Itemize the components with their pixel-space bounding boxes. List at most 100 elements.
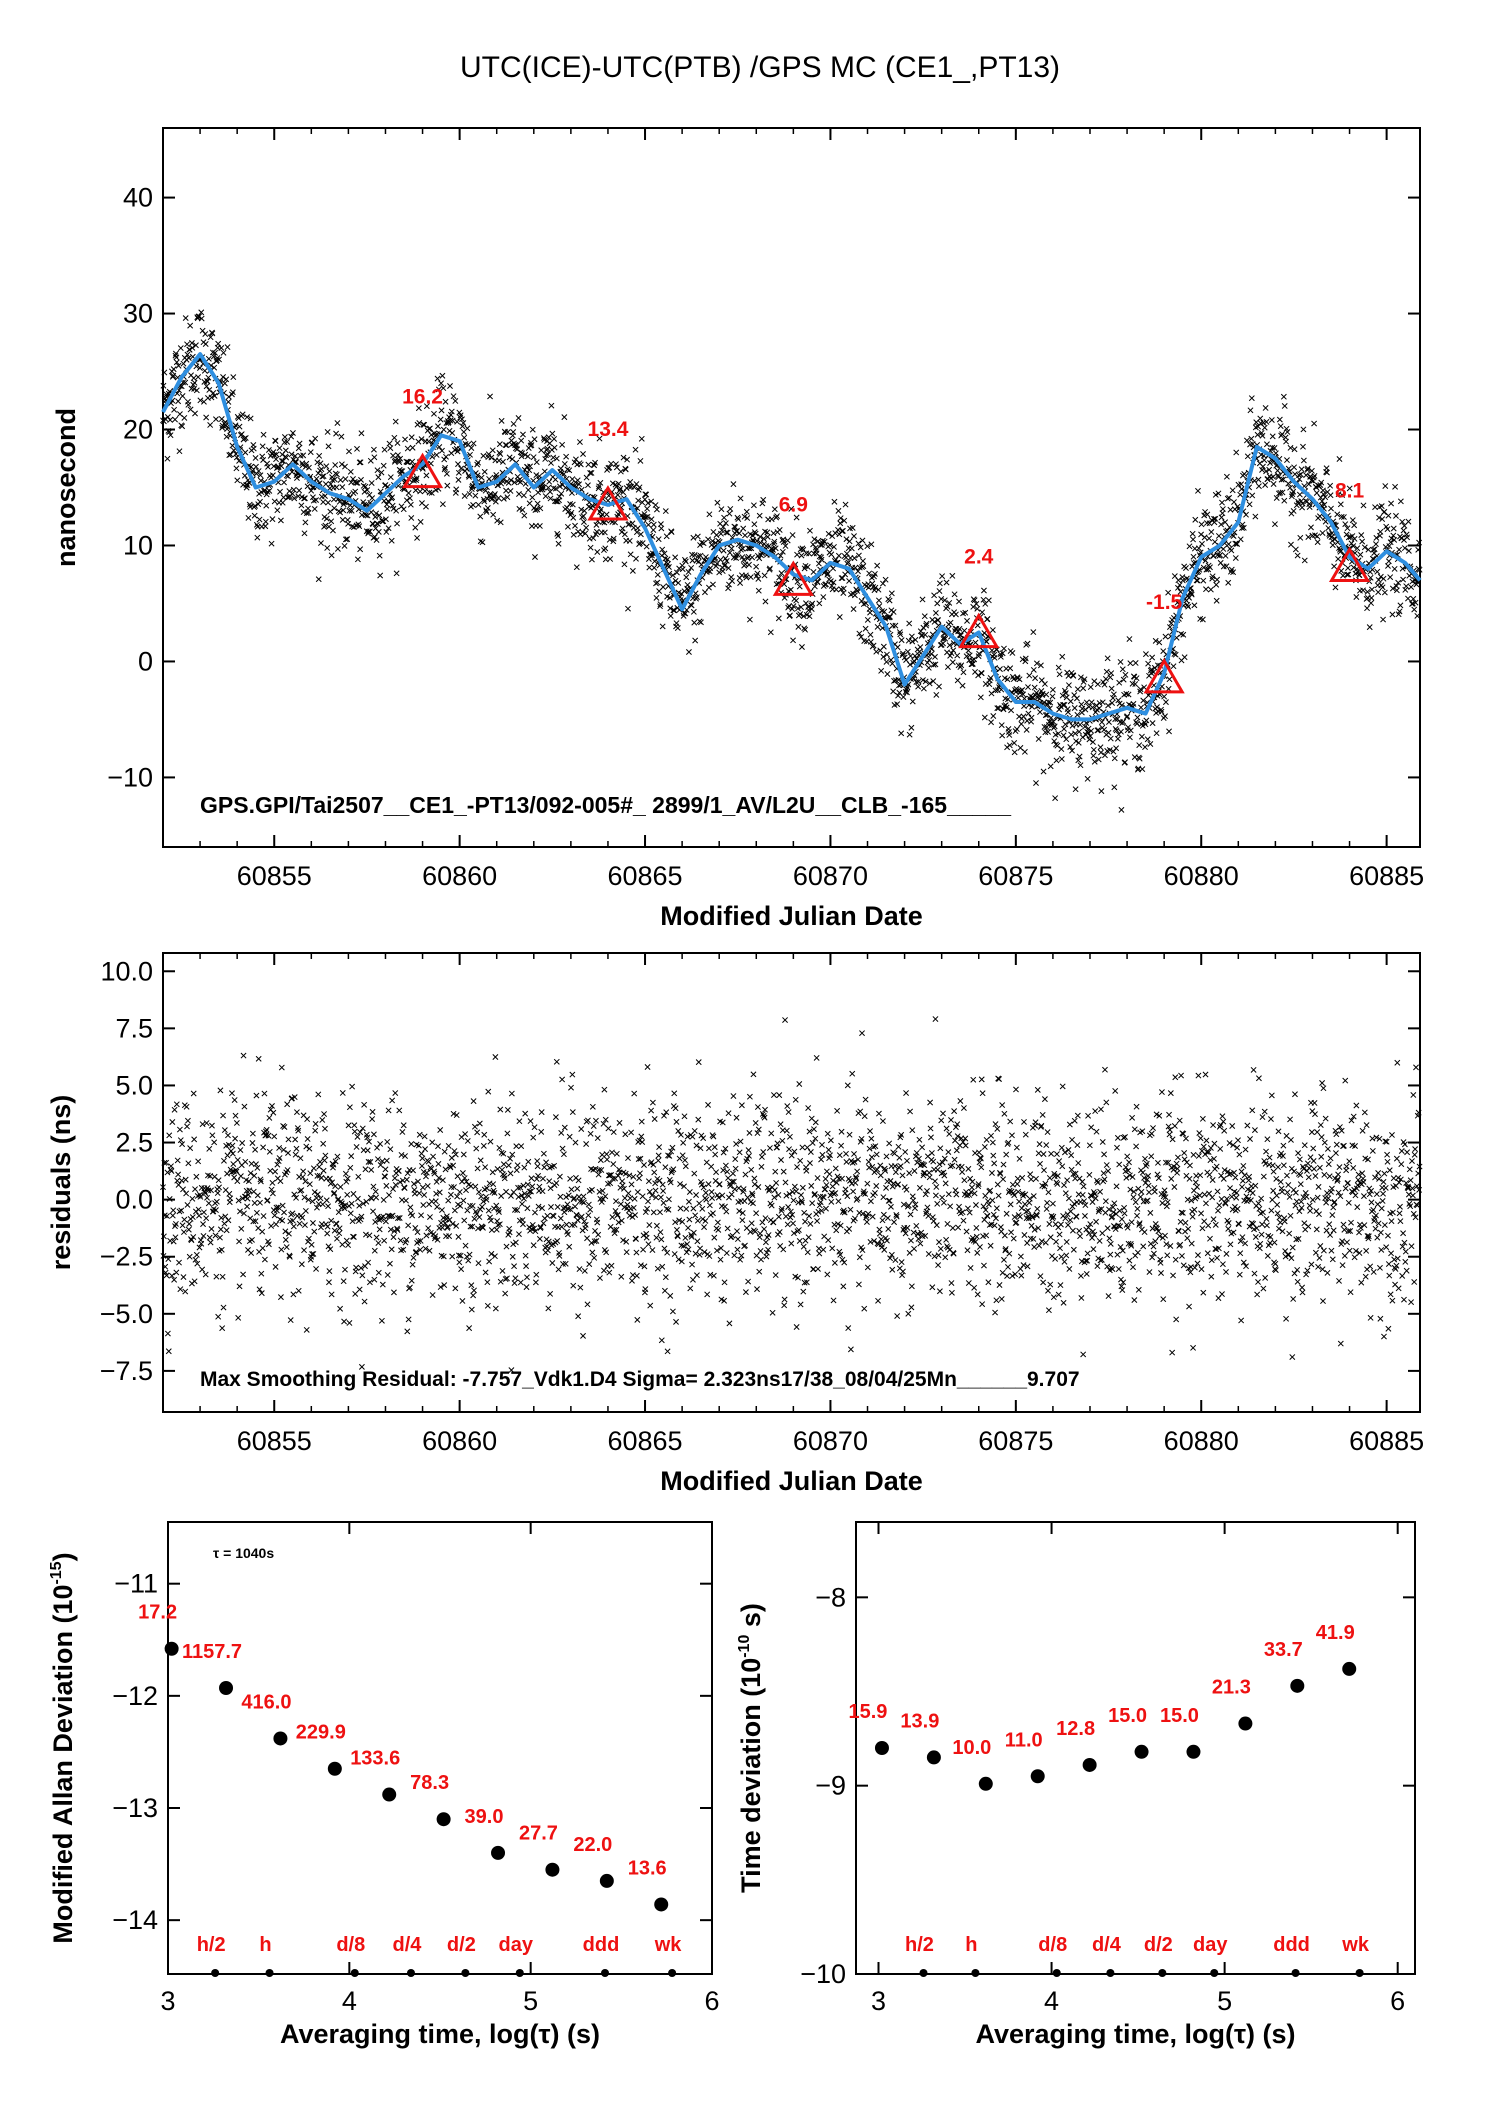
residual-point xyxy=(989,1139,996,1146)
residual-point xyxy=(419,1184,426,1191)
data-point xyxy=(1401,545,1408,552)
data-point xyxy=(205,374,212,381)
residual-point xyxy=(191,1278,198,1285)
data-point xyxy=(724,529,731,536)
residual-point xyxy=(906,1170,913,1177)
residual-point xyxy=(532,1209,538,1216)
residual-point xyxy=(432,1198,439,1205)
data-point xyxy=(1162,633,1169,640)
data-point xyxy=(754,538,760,544)
data-point xyxy=(276,445,283,452)
data-point xyxy=(682,558,689,565)
data-point xyxy=(375,474,382,481)
data-point xyxy=(787,586,794,593)
data-point xyxy=(1327,492,1334,499)
data-point xyxy=(988,690,995,697)
data-point xyxy=(1357,551,1364,558)
data-point xyxy=(515,415,522,421)
residual-point xyxy=(863,1214,869,1221)
residual-point xyxy=(324,1230,331,1237)
residual-point xyxy=(504,1106,511,1113)
data-point xyxy=(1305,481,1312,488)
residual-point xyxy=(222,1213,229,1220)
data-point xyxy=(293,475,300,481)
residual-point xyxy=(495,1221,502,1228)
data-point xyxy=(435,423,441,430)
residual-point xyxy=(468,1306,475,1313)
data-point xyxy=(1096,705,1103,712)
data-point xyxy=(978,670,985,677)
residual-point xyxy=(823,1205,829,1212)
data-point xyxy=(1243,437,1250,444)
data-point xyxy=(1368,600,1375,607)
residual-point xyxy=(285,1150,291,1156)
data-point xyxy=(1089,704,1096,711)
data-point xyxy=(1259,463,1266,470)
residual-point xyxy=(346,1104,353,1111)
data-point xyxy=(1318,479,1325,486)
data-point xyxy=(1234,541,1241,547)
data-point xyxy=(1336,545,1342,552)
residual-point xyxy=(589,1249,596,1256)
residual-point xyxy=(252,1146,259,1153)
data-point xyxy=(1058,756,1065,762)
residual-point xyxy=(629,1277,635,1284)
residual-point xyxy=(249,1130,256,1137)
data-point xyxy=(1375,576,1382,583)
residual-point xyxy=(708,1188,715,1195)
residual-point xyxy=(647,1302,654,1309)
residual-point xyxy=(526,1224,533,1231)
data-point xyxy=(855,552,862,559)
data-point xyxy=(350,524,357,531)
data-point xyxy=(1162,713,1168,720)
residual-point xyxy=(506,1229,513,1236)
residual-point xyxy=(304,1116,311,1123)
y-tick-label: 10 xyxy=(123,530,153,560)
residual-point xyxy=(434,1236,441,1243)
data-point xyxy=(1213,581,1220,588)
residual-point xyxy=(179,1222,186,1229)
data-point xyxy=(830,579,837,586)
data-point xyxy=(1388,500,1395,507)
residual-point xyxy=(383,1157,390,1164)
residual-point xyxy=(539,1205,546,1212)
residual-point xyxy=(163,1272,170,1279)
residual-point xyxy=(205,1200,212,1207)
residual-point xyxy=(394,1227,401,1233)
residual-point xyxy=(1009,1132,1015,1139)
residual-point xyxy=(618,1217,625,1224)
data-point xyxy=(1077,674,1084,681)
data-point xyxy=(1232,540,1239,547)
marker-triangle xyxy=(772,560,814,596)
residual-point xyxy=(554,1238,561,1244)
data-point xyxy=(406,495,413,502)
residual-point xyxy=(610,1129,617,1136)
residual-point xyxy=(470,1098,477,1105)
data-point xyxy=(323,515,330,522)
data-point xyxy=(668,529,675,536)
residual-point xyxy=(475,1225,481,1232)
residual-point xyxy=(644,1064,651,1070)
marker-triangle xyxy=(401,452,444,489)
residual-point xyxy=(515,1184,522,1191)
residual-point xyxy=(902,1149,909,1155)
data-point xyxy=(269,472,276,479)
data-point xyxy=(1119,666,1126,673)
data-point xyxy=(398,468,405,475)
residual-point xyxy=(1005,1264,1011,1270)
residual-point xyxy=(585,1212,592,1219)
residual-point xyxy=(517,1184,524,1191)
residual-point xyxy=(633,1249,640,1256)
residual-point xyxy=(337,1305,344,1312)
data-point xyxy=(1291,464,1298,471)
data-point xyxy=(393,570,400,577)
residual-point xyxy=(431,1170,438,1177)
residual-point xyxy=(790,1220,797,1227)
residual-point xyxy=(653,1234,660,1241)
residual-point xyxy=(786,1133,793,1140)
residual-point xyxy=(541,1164,548,1171)
residual-point xyxy=(286,1252,293,1259)
residual-point xyxy=(273,1221,279,1228)
data-point xyxy=(166,429,173,436)
residual-point xyxy=(974,1291,981,1298)
